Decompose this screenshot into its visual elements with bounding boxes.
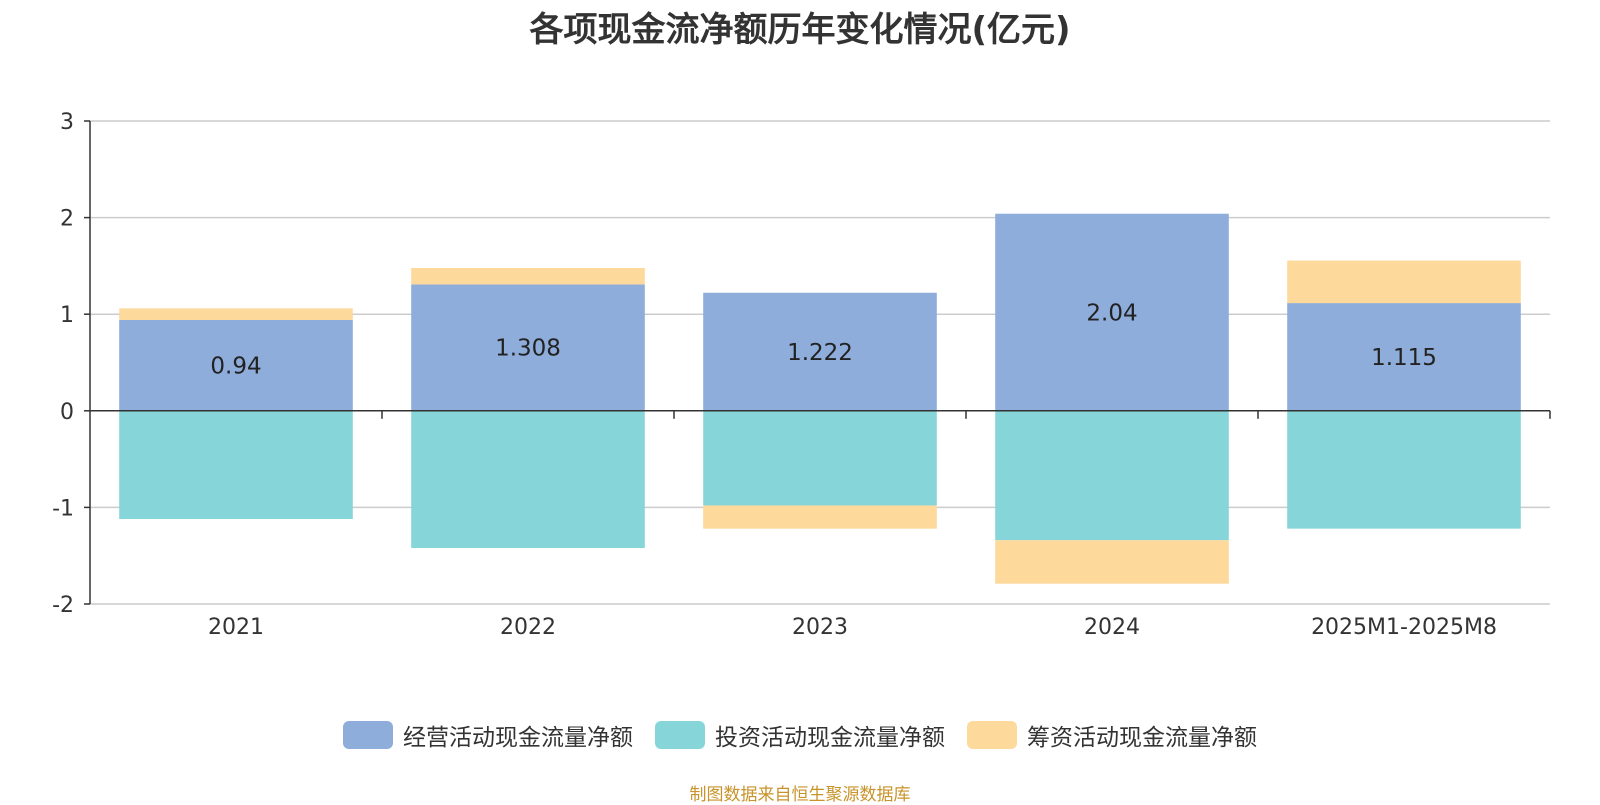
- data-label: 1.308: [495, 336, 561, 362]
- legend-item[interactable]: 投资活动现金流量净额: [655, 718, 945, 752]
- bar-2-4: [995, 410, 1229, 541]
- y-tick-label: 2: [60, 207, 74, 232]
- bar-2-3: [703, 410, 937, 506]
- data-label: 0.94: [210, 353, 261, 379]
- bar-3-1: [119, 308, 353, 320]
- chart-plot: 3 2 1 0 -1 -2 2021 2022 2023 2024 2025M1-2025M8 0.…: [52, 110, 1551, 640]
- bar-1-1: [119, 319, 353, 411]
- x-tick-label: 2023: [792, 615, 848, 640]
- y-tick-label: 3: [60, 110, 74, 135]
- y-tick-label: 1: [60, 303, 74, 328]
- bar-3-2: [411, 268, 645, 285]
- legend: 经营活动现金流量净额 投资活动现金流量净额 筹资活动现金流量净额: [0, 718, 1600, 752]
- y-tick-label: 0: [60, 400, 74, 425]
- bars: [119, 213, 1521, 584]
- x-tick-label: 2024: [1084, 615, 1140, 640]
- bar-1-3: [703, 292, 937, 411]
- bar-1-4: [995, 213, 1229, 411]
- legend-item[interactable]: 经营活动现金流量净额: [343, 718, 633, 752]
- bar-2-1: [119, 410, 353, 519]
- x-tick-label: 2025M1-2025M8: [1311, 615, 1497, 640]
- x-tick-label: 2022: [500, 615, 556, 640]
- legend-swatch: [967, 721, 1017, 749]
- data-label: 1.115: [1371, 345, 1437, 371]
- chart-title: 各项现金流净额历年变化情况(亿元): [529, 10, 1071, 50]
- x-tick-label: 2021: [208, 615, 264, 640]
- legend-label: 经营活动现金流量净额: [403, 725, 633, 751]
- bar-3-4: [995, 540, 1229, 584]
- axes: 3 2 1 0 -1 -2 2021 2022 2023 2024 2025M1-2025M8: [52, 110, 1551, 640]
- source-note: 制图数据来自恒生聚源数据库: [689, 785, 911, 805]
- bar-3-5: [1287, 260, 1521, 304]
- legend-label: 投资活动现金流量净额: [715, 725, 945, 751]
- bar-2-5: [1287, 410, 1521, 529]
- bar-1-5: [1287, 303, 1521, 411]
- data-label: 2.04: [1086, 300, 1137, 326]
- legend-label: 筹资活动现金流量净额: [1027, 725, 1257, 751]
- y-tick-label: -2: [52, 593, 74, 618]
- bar-1-2: [411, 284, 645, 411]
- bar-2-2: [411, 410, 645, 548]
- data-label: 1.222: [787, 340, 853, 366]
- y-tick-label: -1: [52, 496, 74, 521]
- legend-swatch: [655, 721, 705, 749]
- data-labels: 0.94 1.308 1.222 2.04 1.115: [210, 300, 1437, 379]
- legend-item[interactable]: 筹资活动现金流量净额: [967, 718, 1257, 752]
- bar-3-3: [703, 505, 937, 529]
- legend-swatch: [343, 721, 393, 749]
